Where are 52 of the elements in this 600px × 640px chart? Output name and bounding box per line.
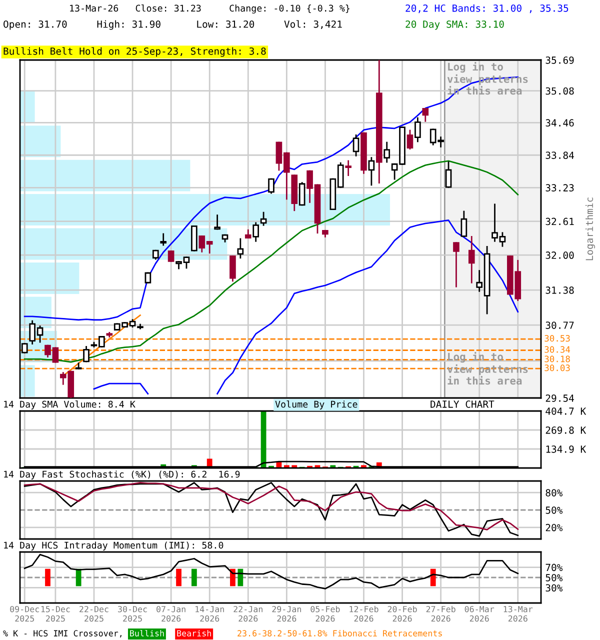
y-tick-label: 50% <box>546 574 563 582</box>
y-tick-label: 35.69 <box>546 56 574 64</box>
y-tick-label: 50% <box>546 506 563 514</box>
x-tick-label: 09-Dec 2025 <box>10 606 39 622</box>
y-tick-label: 31.38 <box>546 286 574 294</box>
y-tick-label: 29.54 <box>546 394 574 402</box>
y-tick-label: 20% <box>546 524 563 532</box>
text: 23.6-38.2-50-61.8% Fibonacci Retracements <box>238 630 442 636</box>
x-tick-label: 30-Dec 2025 <box>118 606 147 622</box>
y-tick-label: 32.61 <box>546 218 574 226</box>
x-tick-label: 13-Mar 2026 <box>504 606 533 622</box>
text: Bullish Belt Hold on 25-Sep-23, Strength: 3.8 <box>4 47 266 57</box>
text: Volume By Price <box>275 400 358 410</box>
x-tick-label: 06-Mar 2026 <box>464 606 494 622</box>
chart-title: 14 Day SMA Volume: 8.4 K <box>4 400 136 410</box>
y-tick-label: 33.84 <box>546 152 574 159</box>
legend-title: % K - HCS IMI Crossover, <box>3 630 122 638</box>
ref-line-label: 30.34 <box>544 346 570 353</box>
x-tick-label: 22-Jan 2026 <box>234 606 262 622</box>
ref-line-label: 30.18 <box>544 356 570 362</box>
chart-title: 14 Day HCS Intraday Momentum (IMI): 58.0 <box>4 542 224 550</box>
y-tick-label: 30.77 <box>546 322 574 329</box>
x-tick-label: 15-Dec 2025 <box>41 606 70 622</box>
y-tick-label: 80% <box>546 489 563 496</box>
y-tick-label: 70% <box>546 564 563 572</box>
x-tick-label: 14-Jan 2026 <box>196 606 224 622</box>
x-tick-label: 20-Feb 2026 <box>388 606 417 622</box>
y-tick-label: 134.9 K <box>546 446 586 453</box>
y-tick-label: 32.00 <box>546 252 574 259</box>
x-tick-label: 12-Feb 2026 <box>350 606 378 622</box>
y-tick-label: 269.8 K <box>546 426 586 434</box>
text: Bullish <box>130 630 164 636</box>
y-tick-label: 35.08 <box>546 87 574 95</box>
x-tick-label: 29-Jan 2026 <box>272 606 301 622</box>
y-tick-label: 34.46 <box>546 119 574 127</box>
x-tick-label: 22-Dec 2025 <box>80 606 108 622</box>
y-tick-label: 404.7 K <box>546 408 586 415</box>
chart-title: 14 Day Fast Stochastic (%K) (%D): 6.2 16.9 <box>4 470 240 480</box>
chart-title: 13-Mar-26 Close: 31.23 Change: -0.10 {-0.3 %} <box>70 4 350 14</box>
chart-subtitle: Open: 31.70 High: 31.90 Low: 31.20 Vol: 3,421 <box>4 20 342 30</box>
x-tick-label: 07-Jan 2026 <box>156 606 186 622</box>
text: 20 Day SMA: 33.10 <box>406 20 504 30</box>
ref-line-label: 30.53 <box>544 335 570 342</box>
y-tick-label: 30% <box>546 584 563 592</box>
text: 20,2 HC Bands: 31.00 , 35.35 <box>406 4 568 14</box>
ref-line-label: 30.03 <box>544 364 570 372</box>
x-tick-label: 27-Feb 2026 <box>426 606 456 622</box>
y-axis-title: Logarithmic <box>586 198 596 260</box>
y-tick-label: 33.23 <box>546 184 574 192</box>
x-tick-label: 05-Feb 2026 <box>310 606 340 622</box>
text: Bearish <box>177 630 211 636</box>
text: DAILY CHART <box>430 400 494 408</box>
